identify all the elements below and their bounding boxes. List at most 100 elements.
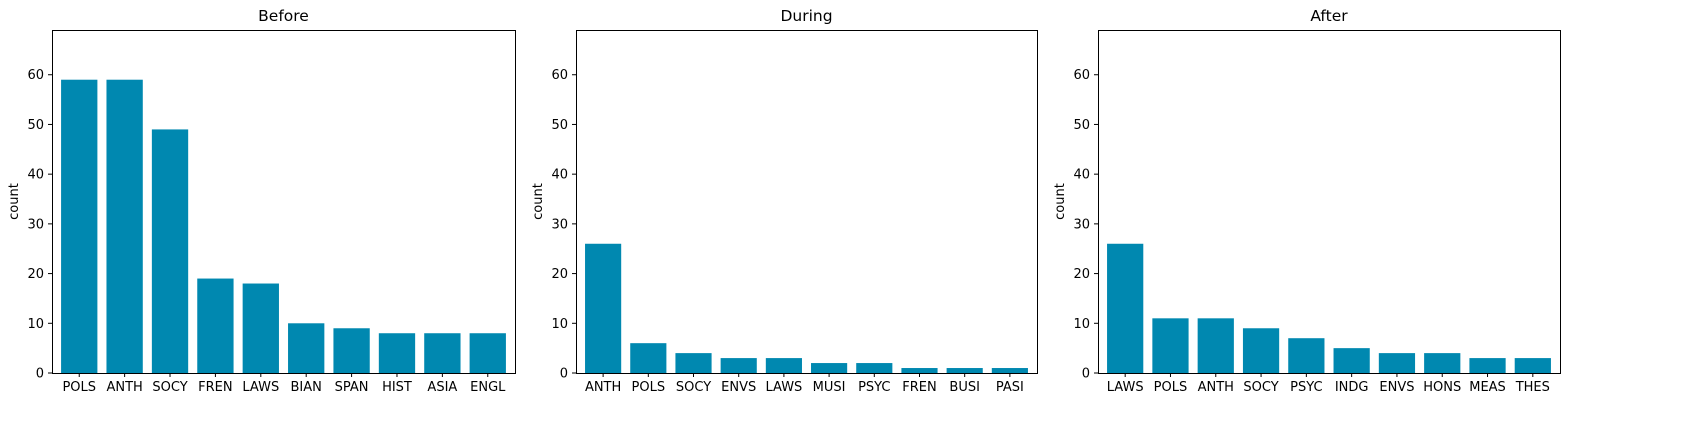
bar-busi	[946, 368, 983, 373]
bar-socy	[675, 353, 712, 373]
tick-group: POLS ANTH SOCY FREN LAWS BIAN SPAN HIST ASIA ENGL…	[27, 68, 506, 395]
bar-laws	[242, 283, 279, 373]
x-tick-label: FREN	[902, 380, 936, 395]
y-axis-label: count	[7, 183, 22, 220]
bar-pols	[630, 343, 667, 373]
y-tick-label: 10	[27, 317, 44, 332]
x-tick-label: ANTH	[585, 380, 621, 395]
y-tick-label: 20	[1073, 267, 1090, 282]
bar-meas	[1469, 358, 1506, 373]
y-tick-label: 60	[1073, 68, 1090, 83]
y-tick-label: 30	[1073, 217, 1090, 232]
y-tick-label: 50	[551, 118, 568, 133]
bar-span	[333, 328, 370, 373]
bar-group	[61, 79, 506, 373]
y-tick-label: 40	[551, 168, 568, 183]
axes-frame	[1098, 30, 1561, 374]
x-tick-label: ENVS	[721, 380, 756, 395]
x-tick-label: MEAS	[1469, 380, 1506, 395]
y-tick-label: 20	[551, 267, 568, 282]
x-tick-label: FREN	[198, 380, 232, 395]
y-tick-label: 0	[1082, 367, 1090, 382]
chart-panel-during: During count ANTH POLS SOCY ENVS LAWS MUSI PSY…	[531, 7, 1038, 395]
y-tick-label: 50	[1073, 118, 1090, 133]
bar-asia	[424, 333, 461, 373]
y-tick-label: 50	[27, 118, 44, 133]
bar-thes	[1514, 358, 1551, 373]
y-axis-label: count	[1053, 183, 1068, 220]
y-tick-label: 30	[551, 217, 568, 232]
bar-laws	[765, 358, 802, 373]
bar-socy	[1242, 328, 1280, 373]
bar-hist	[378, 333, 416, 373]
chart-title: Before	[258, 7, 309, 25]
chart-title: After	[1310, 7, 1348, 25]
axes-frame	[576, 30, 1038, 374]
bar-musi	[811, 363, 848, 373]
bar-group	[1107, 243, 1551, 373]
x-tick-label: BIAN	[291, 380, 322, 395]
bar-engl	[469, 333, 506, 373]
bar-anth	[585, 243, 622, 373]
bar-pols	[61, 79, 98, 373]
x-tick-label: ANTH	[1198, 380, 1234, 395]
x-tick-label: POLS	[1154, 380, 1188, 395]
y-tick-label: 40	[1073, 168, 1090, 183]
y-tick-label: 20	[27, 267, 44, 282]
x-tick-label: ASIA	[427, 380, 457, 395]
bar-anth	[106, 79, 143, 373]
x-tick-label: LAWS	[242, 380, 279, 395]
bar-group	[585, 243, 1028, 373]
y-tick-label: 10	[1073, 317, 1090, 332]
x-tick-label: BUSI	[949, 380, 980, 395]
axes-frame	[52, 30, 516, 374]
y-tick-label: 40	[27, 168, 44, 183]
x-tick-label: LAWS	[765, 380, 802, 395]
bar-pasi	[991, 368, 1028, 373]
chart-panel-before: Before count POLS ANTH SOCY FREN LAWS BIAN SPA…	[7, 7, 516, 395]
x-tick-label: ENGL	[470, 380, 506, 395]
x-tick-label: PSYC	[858, 380, 890, 395]
x-tick-label: SOCY	[676, 380, 711, 395]
x-tick-label: HONS	[1423, 380, 1461, 395]
y-tick-label: 10	[551, 317, 568, 332]
bar-psyc	[856, 363, 893, 373]
x-tick-label: SPAN	[335, 380, 369, 395]
x-tick-label: POLS	[632, 380, 666, 395]
bar-hons	[1424, 353, 1461, 373]
x-tick-label: ANTH	[106, 380, 142, 395]
bar-fren	[901, 368, 938, 373]
bar-bian	[288, 323, 325, 373]
x-tick-label: PSYC	[1290, 380, 1322, 395]
y-tick-label: 0	[36, 367, 44, 382]
y-tick-label: 0	[560, 367, 568, 382]
x-tick-label: THES	[1515, 380, 1550, 395]
x-tick-label: INDG	[1335, 380, 1369, 395]
bar-pols	[1152, 318, 1189, 373]
chart-panel-after: After count LAWS POLS ANTH SOCY PSYC INDG ENVS…	[1053, 7, 1561, 395]
x-tick-label: LAWS	[1107, 380, 1144, 395]
bar-fren	[197, 278, 234, 373]
bar-anth	[1197, 318, 1234, 373]
bar-envs	[720, 358, 757, 373]
x-tick-label: POLS	[62, 380, 96, 395]
y-tick-label: 60	[551, 68, 568, 83]
y-tick-label: 60	[27, 68, 44, 83]
bar-indg	[1333, 348, 1370, 373]
x-tick-label: PASI	[996, 380, 1024, 395]
x-tick-label: SOCY	[152, 380, 187, 395]
bar-laws	[1107, 243, 1144, 373]
x-tick-label: HIST	[382, 380, 412, 395]
x-tick-label: SOCY	[1243, 380, 1278, 395]
x-tick-label: ENVS	[1379, 380, 1414, 395]
chart-title: During	[780, 7, 832, 25]
y-axis-label: count	[531, 183, 546, 220]
x-tick-label: MUSI	[813, 380, 846, 395]
y-tick-label: 30	[27, 217, 44, 232]
tick-group: LAWS POLS ANTH SOCY PSYC INDG ENVS HONS MEAS THES…	[1073, 68, 1549, 395]
bar-envs	[1378, 353, 1416, 373]
bar-socy	[151, 129, 189, 373]
bar-psyc	[1288, 338, 1325, 373]
tick-group: ANTH POLS SOCY ENVS LAWS MUSI PSYC FREN BUSI PASI…	[551, 68, 1023, 395]
